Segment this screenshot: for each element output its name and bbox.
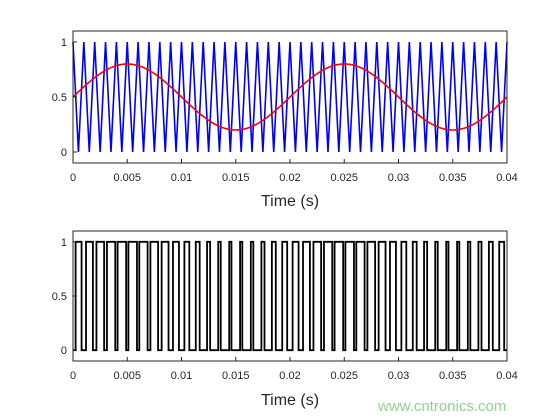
x-tick-label: 0.035 [439,172,467,184]
x-tick-label: 0.025 [330,370,358,382]
x-tick-label: 0.04 [496,172,517,184]
bottom-y-ticks: 00.51 [52,237,77,357]
x-tick-label: 0.015 [222,370,250,382]
top-plot: 0 0.005 0.01 0.015 0.02 0.025 0.03 0.035 0.04 00… [52,30,518,210]
bottom-plot-area [73,231,507,361]
y-tick-label: 1 [61,237,67,249]
x-tick-label: 0.04 [496,370,517,382]
top-x-axis-label: Time (s) [261,193,319,210]
top-y-ticks: 00.51 [52,37,77,159]
x-tick-label: 0.01 [171,172,192,184]
reference-series-line [72,63,508,131]
bottom-x-ticks: 0 0.005 0.01 0.015 0.02 0.025 0.03 0.035 0.04 [70,357,518,382]
x-tick-label: 0.03 [388,172,409,184]
x-tick-label: 0.03 [388,370,409,382]
top-x-ticks: 0 0.005 0.01 0.015 0.02 0.025 0.03 0.035 0.04 [70,159,518,184]
bottom-plot: 0 0.005 0.01 0.015 0.02 0.025 0.03 0.035 0.04 00… [52,230,518,409]
x-tick-label: 0.015 [222,172,250,184]
bottom-series-group [73,240,507,352]
x-tick-label: 0.005 [113,172,141,184]
y-tick-label: 0 [61,147,67,159]
x-tick-label: 0.02 [279,370,300,382]
y-tick-label: 1 [61,37,67,49]
carrier-series-line [72,41,508,153]
bottom-x-axis-label: Time (s) [261,392,319,409]
top-series-group [72,41,508,153]
y-tick-label: 0.5 [52,291,67,303]
x-tick-label: 0.005 [113,370,141,382]
y-tick-label: 0.5 [52,92,67,104]
x-tick-label: 0 [70,172,76,184]
pwm-series-line [73,240,507,352]
watermark: www.cntronics.com [377,398,506,415]
x-tick-label: 0.025 [330,172,358,184]
x-tick-label: 0 [70,370,76,382]
x-tick-label: 0.035 [439,370,467,382]
y-tick-label: 0 [61,345,67,357]
x-tick-label: 0.01 [171,370,192,382]
x-tick-label: 0.02 [279,172,300,184]
